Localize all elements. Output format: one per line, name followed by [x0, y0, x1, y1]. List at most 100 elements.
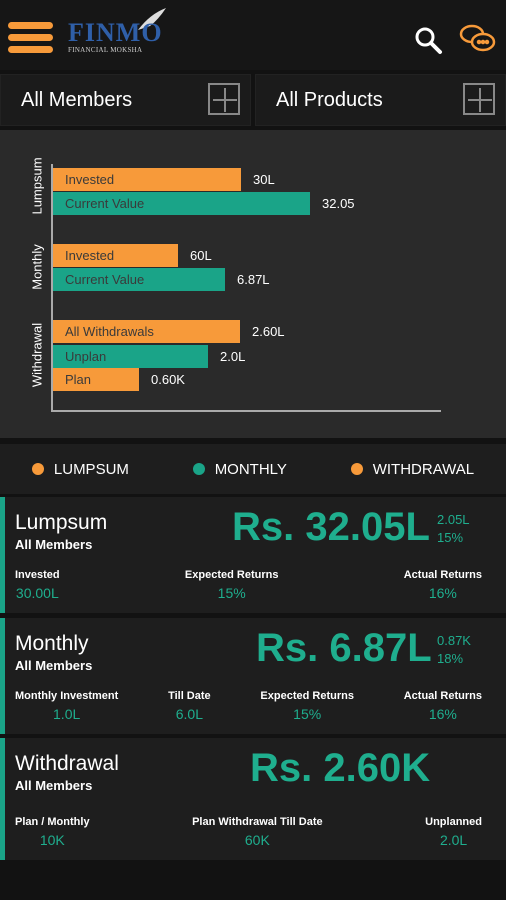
- legend-item: LUMPSUM: [31, 460, 129, 478]
- group-label: Withdrawal: [29, 322, 45, 388]
- stat-value: 16%: [428, 585, 457, 601]
- stats-row: Monthly Investment 1.0L Till Date 6.0L Expec…: [15, 690, 482, 722]
- bar: Plan: [53, 368, 139, 391]
- menu-icon[interactable]: [8, 22, 53, 53]
- legend-dot: [350, 463, 363, 475]
- stat-value: 2.0L: [439, 832, 468, 848]
- bar-label: Invested: [65, 172, 115, 187]
- stat-label: Actual Returns: [403, 569, 482, 581]
- bar-label: Plan: [65, 372, 92, 387]
- bar-value-label: 30L: [253, 172, 275, 187]
- toolbar-icons: [8, 8, 496, 54]
- filter-dropdown[interactable]: All Members: [0, 74, 251, 126]
- stat: Plan / Monthly 10K: [15, 816, 90, 848]
- bar-value-label: 32.05: [322, 196, 355, 211]
- stats-row: Invested 30.00L Expected Returns 15% Actual …: [15, 569, 482, 601]
- bar: Unplan: [53, 345, 208, 368]
- group-label: Lumpsum: [29, 157, 45, 215]
- bar-label: Current Value: [65, 196, 145, 211]
- bar-label: All Withdrawals: [65, 324, 154, 339]
- logo: FINMO FINANCIAL MOKSHA: [68, 18, 163, 55]
- bar-value-label: 2.60L: [252, 324, 285, 339]
- stat: Plan Withdrawal Till Date 60K: [192, 816, 323, 848]
- stat-value: 60K: [244, 832, 270, 848]
- add-button[interactable]: [208, 83, 240, 115]
- stat: Monthly Investment 1.0L: [15, 690, 118, 722]
- stat-label: Monthly Investment: [15, 690, 119, 702]
- stat: Actual Returns 16%: [404, 569, 482, 601]
- card-change: 0.87K 18%: [437, 632, 471, 668]
- stat: Expected Returns 15%: [185, 569, 279, 601]
- filter-row: All Members All Products: [0, 74, 506, 126]
- card-title: Lumpsum: [15, 511, 108, 534]
- summary-card[interactable]: Withdrawal All Members Rs. 2.60K Plan / Mon…: [0, 738, 506, 860]
- bar: Invested: [53, 168, 241, 191]
- legend-dot: [192, 463, 205, 475]
- bar: Current Value: [53, 268, 225, 291]
- change-amount: 2.05L: [437, 512, 470, 527]
- change-percent: 15%: [437, 530, 464, 545]
- stat-value: 15%: [293, 706, 322, 722]
- card-amount: Rs. 6.87L: [256, 626, 432, 670]
- bar-value-label: 0.60K: [151, 372, 185, 387]
- stat: Till Date 6.0L: [168, 690, 211, 722]
- logo-wing: [138, 8, 166, 30]
- search-icon[interactable]: [415, 27, 442, 54]
- filter-dropdown[interactable]: All Products: [255, 74, 506, 126]
- bar-value-label: 6.87L: [237, 272, 270, 287]
- card-amount: Rs. 2.60K: [250, 746, 431, 790]
- stat-label: Actual Returns: [403, 690, 482, 702]
- summary-card[interactable]: Lumpsum All Members Rs. 32.05L 2.05L 15% Inve…: [0, 497, 506, 613]
- bar-label: Current Value: [65, 272, 145, 287]
- stat-value: 1.0L: [53, 706, 81, 722]
- stat: Expected Returns 15%: [260, 690, 354, 722]
- card-change: 2.05L 15%: [437, 511, 470, 547]
- stat-label: Unplanned: [425, 816, 482, 828]
- card-subtitle: All Members: [15, 778, 93, 793]
- card-amount: Rs. 32.05L: [232, 505, 430, 549]
- stat-label: Plan Withdrawal Till Date: [192, 816, 323, 828]
- stat-value: 10K: [39, 832, 65, 848]
- bar: All Withdrawals: [53, 320, 240, 343]
- y-axis: [51, 164, 53, 412]
- stat-value: 30.00L: [15, 585, 59, 601]
- change-percent: 18%: [437, 651, 464, 666]
- stat: Unplanned 2.0L: [425, 816, 482, 848]
- stat-label: Expected Returns: [260, 690, 354, 702]
- change-amount: 0.87K: [437, 633, 471, 648]
- logo-text: FINMO: [68, 18, 163, 47]
- bar-chart: Lumpsum Invested 30L Current Value 32.05 Mont…: [0, 130, 506, 438]
- legend-label: LUMPSUM: [53, 460, 129, 478]
- bar-value-label: 60L: [190, 248, 212, 263]
- stat: Invested 30.00L: [15, 569, 60, 601]
- bar-label: Unplan: [65, 349, 107, 364]
- stat-value: 6.0L: [175, 706, 203, 722]
- add-button[interactable]: [463, 83, 495, 115]
- bar: Current Value: [53, 192, 310, 215]
- stat-label: Plan / Monthly: [15, 816, 90, 828]
- stat-label: Expected Returns: [184, 569, 279, 581]
- bar-value-label: 2.0L: [220, 349, 246, 364]
- stat-value: 15%: [217, 585, 246, 601]
- legend-label: MONTHLY: [214, 460, 287, 478]
- legend-item: MONTHLY: [192, 460, 287, 478]
- card-title: Monthly: [15, 632, 89, 655]
- group-label: Monthly: [29, 244, 45, 290]
- logo-tagline: FINANCIAL MOKSHA: [68, 46, 143, 54]
- card-title: Withdrawal: [15, 752, 119, 775]
- card-subtitle: All Members: [15, 537, 93, 552]
- legend-item: WITHDRAWAL: [350, 460, 475, 478]
- stat-value: 16%: [428, 706, 457, 722]
- stats-row: Plan / Monthly 10K Plan Withdrawal Till Da…: [15, 816, 482, 848]
- stat: Actual Returns 16%: [404, 690, 482, 722]
- legend-label: WITHDRAWAL: [372, 460, 475, 478]
- bar-label: Invested: [65, 248, 115, 263]
- chat-icon[interactable]: [459, 24, 496, 52]
- summary-card[interactable]: Monthly All Members Rs. 6.87L 0.87K 18% Month…: [0, 618, 506, 734]
- legend: LUMPSUM MONTHLY WITHDRAWAL: [0, 444, 506, 494]
- stat-label: Invested: [15, 569, 60, 581]
- card-subtitle: All Members: [15, 658, 93, 673]
- legend-dot: [31, 463, 44, 475]
- filter-label: All Members: [21, 89, 133, 111]
